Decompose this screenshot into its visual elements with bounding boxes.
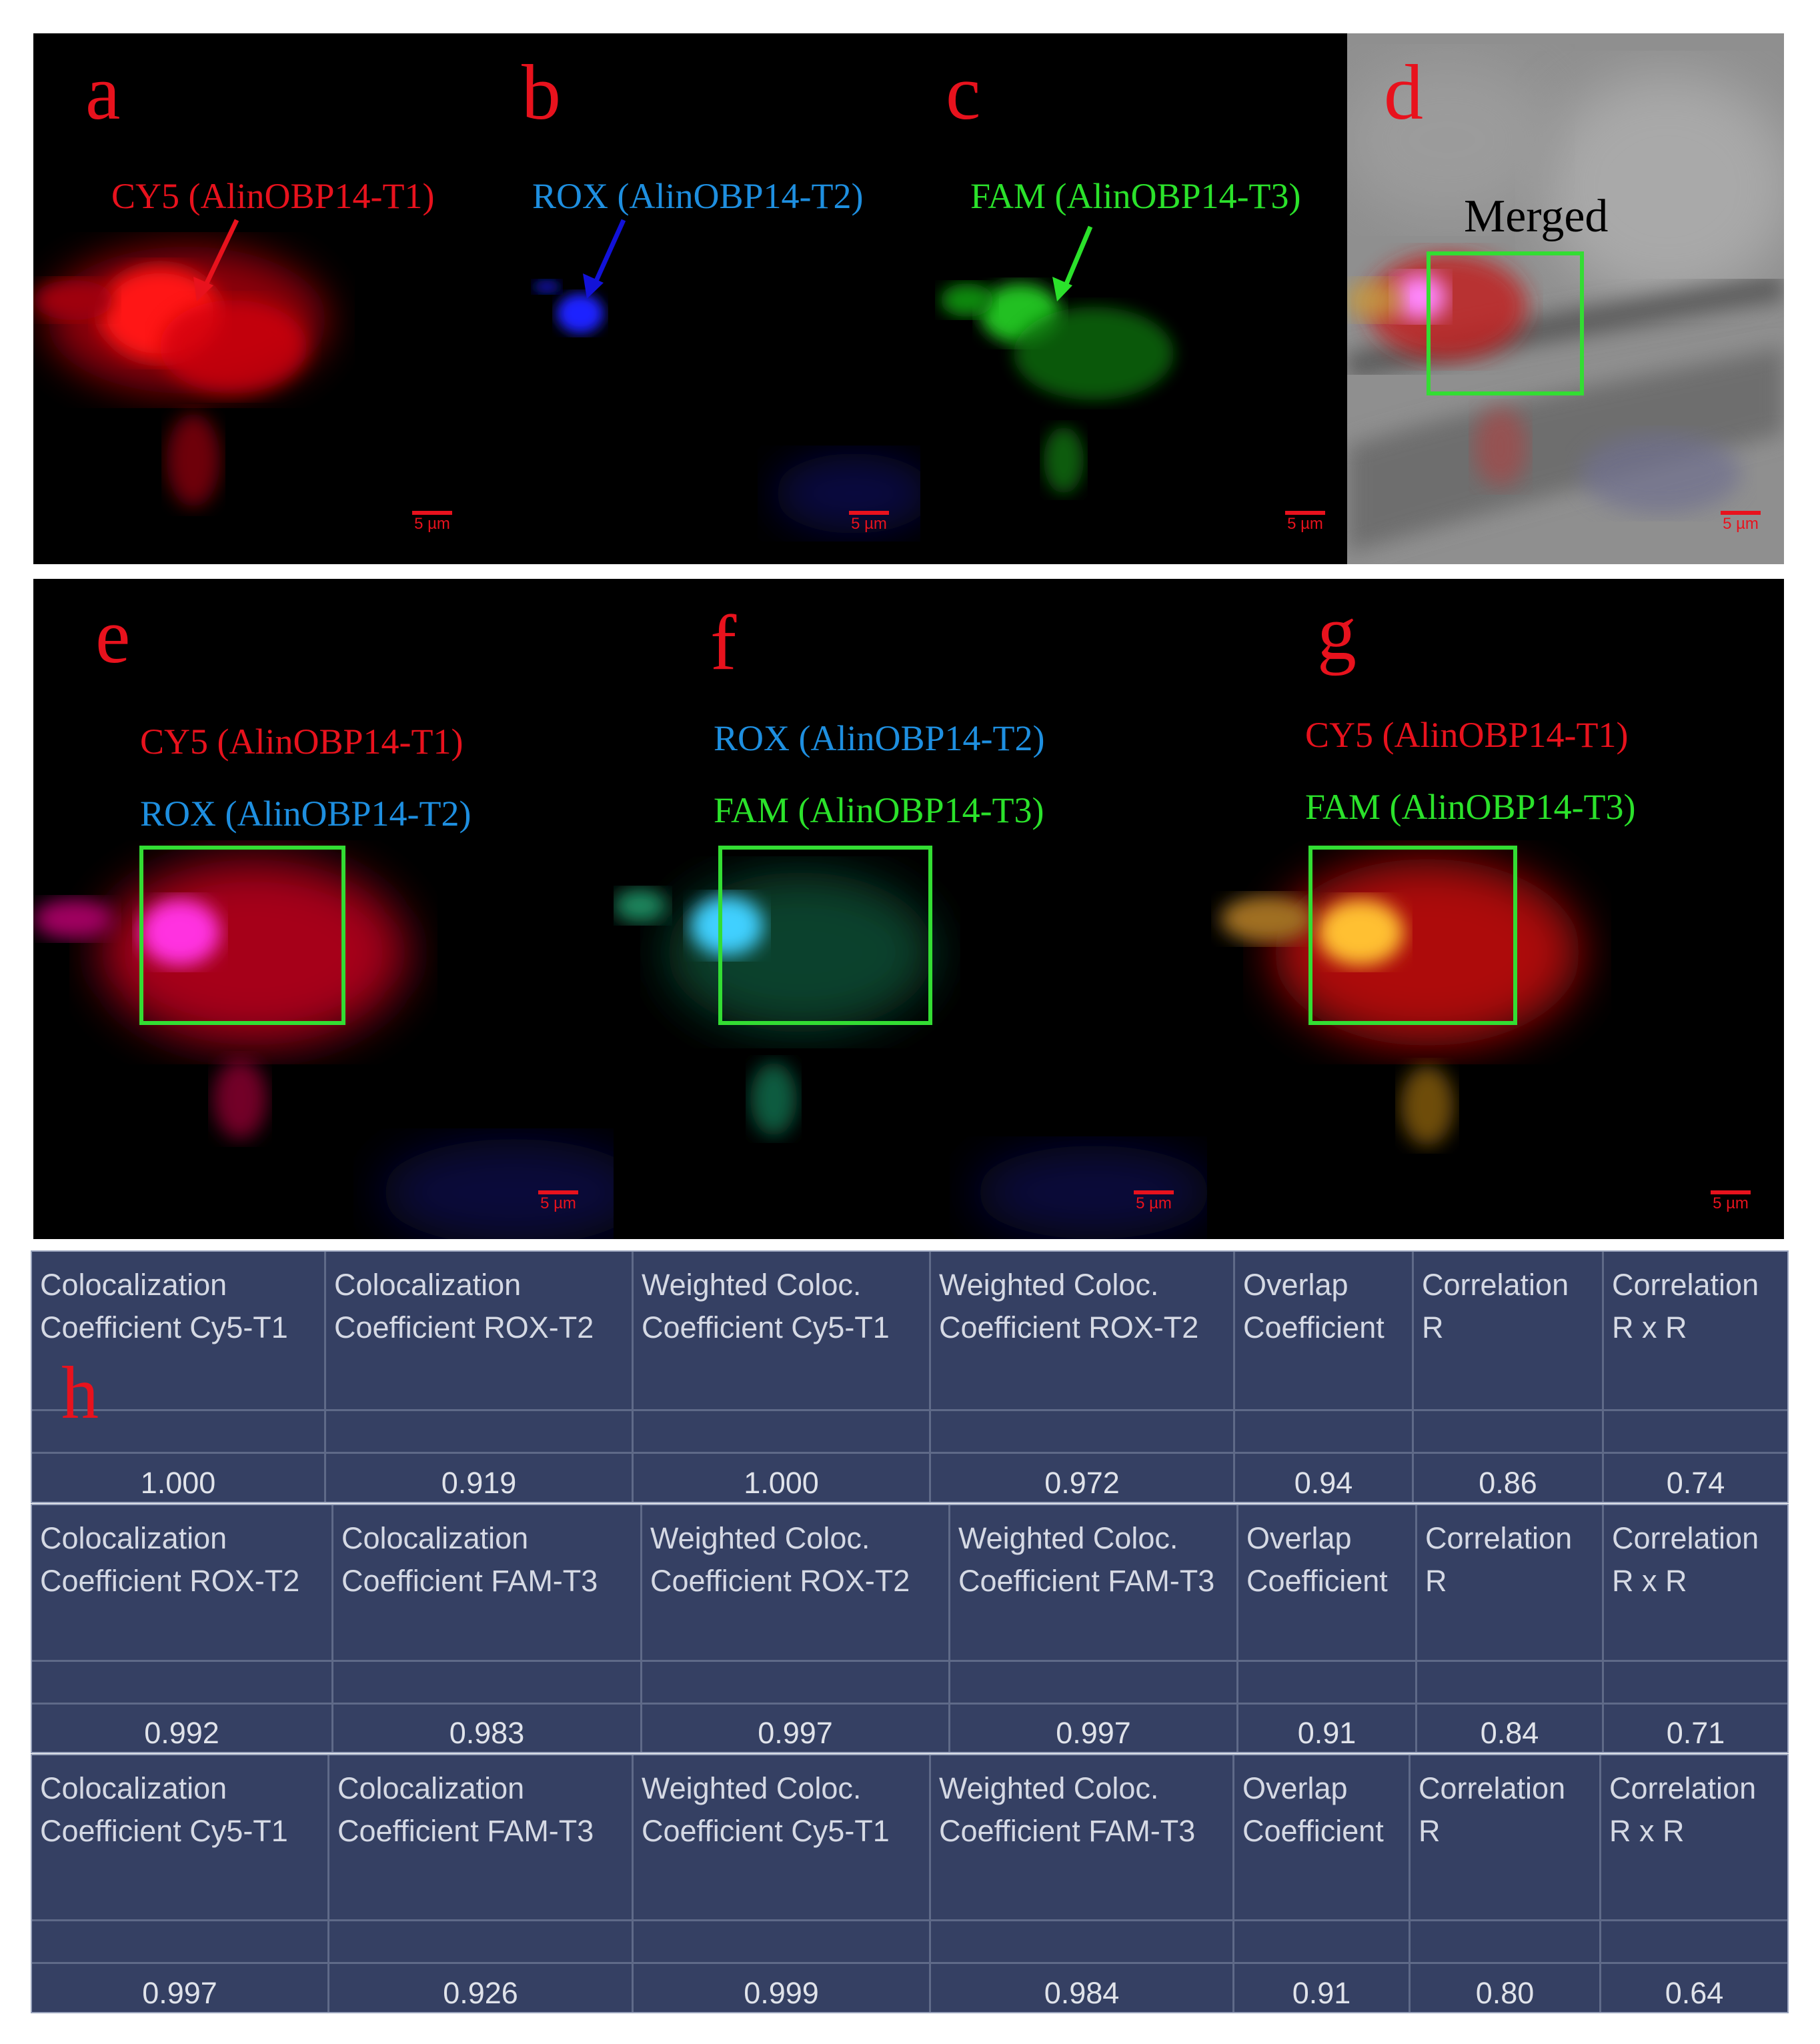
label-e-cy5: CY5 (AlinOBP14-T1) [140, 722, 464, 762]
panel-letter-f: f [710, 599, 737, 686]
scale-bar-f: 5 µm [1127, 1190, 1180, 1212]
value-cell: 0.997 [758, 1716, 833, 1750]
value-cell: 0.64 [1665, 1976, 1724, 2010]
scale-bar-c: 5 µm [1278, 511, 1332, 532]
panel-f-rox-fam [614, 579, 1207, 1239]
header-cell: Colocalization Coefficient FAM-T3 [337, 1771, 594, 1848]
merged-roi-box [1427, 251, 1584, 395]
coloc-table-rox-fam: Colocalization Coefficient ROX-T2 0.992 Co… [31, 1504, 1789, 1753]
header-cell: Overlap Coefficient [1246, 1521, 1388, 1598]
header-cell: Weighted Coloc. Coefficient Cy5-T1 [642, 1268, 890, 1344]
header-cell: Colocalization Coefficient ROX-T2 [40, 1521, 300, 1598]
value-cell: 0.999 [744, 1976, 819, 2010]
value-cell: 0.919 [441, 1466, 517, 1500]
label-e-rox: ROX (AlinOBP14-T2) [140, 794, 472, 834]
coloc-table-cy5-fam: Colocalization Coefficient Cy5-T1 0.997 Co… [31, 1754, 1789, 2013]
value-cell: 0.983 [449, 1716, 525, 1750]
value-cell: 0.94 [1294, 1466, 1353, 1500]
scale-bar-e: 5 µm [532, 1190, 585, 1212]
panel-letter-d: d [1384, 49, 1423, 136]
fam-signal-image [940, 225, 1174, 493]
label-g-fam: FAM (AlinOBP14-T3) [1305, 787, 1636, 827]
header-cell: Overlap Coefficient [1243, 1268, 1385, 1344]
header-cell: Correlation R [1419, 1771, 1566, 1848]
value-cell: 0.84 [1480, 1716, 1539, 1750]
label-g-cy5: CY5 (AlinOBP14-T1) [1305, 715, 1629, 755]
roi-box-g [1308, 846, 1517, 1025]
value-cell: 0.80 [1475, 1976, 1535, 2010]
value-cell: 1.000 [744, 1466, 819, 1500]
header-cell: Weighted Coloc. Coefficient Cy5-T1 [642, 1771, 890, 1848]
value-cell: 0.992 [144, 1716, 219, 1750]
panel-letter-b: b [522, 49, 561, 136]
header-cell: Correlation R x R [1612, 1521, 1759, 1598]
cy5-signal-image [33, 219, 327, 507]
cy5-rox-overlay-image [33, 846, 614, 1239]
header-cell: Weighted Coloc. Coefficient FAM-T3 [939, 1771, 1196, 1848]
header-cell: Colocalization Coefficient ROX-T2 [334, 1268, 594, 1344]
panel-d-merged [1347, 33, 1784, 564]
header-cell: Correlation R x R [1609, 1771, 1757, 1848]
panel-letter-c: c [946, 49, 981, 136]
value-cell: 0.972 [1044, 1466, 1120, 1500]
header-cell: Colocalization Coefficient FAM-T3 [341, 1521, 598, 1598]
value-cell: 0.997 [142, 1976, 217, 2010]
header-cell: Colocalization Coefficient Cy5-T1 [40, 1771, 288, 1848]
scale-bar-d: 5 µm [1714, 511, 1767, 532]
rox-fam-overlay-image [614, 846, 1207, 1239]
panel-a-cy5 [33, 33, 480, 564]
scale-bar-g: 5 µm [1704, 1190, 1757, 1212]
cy5-fam-overlay-image [1220, 846, 1581, 1146]
value-cell: 1.000 [140, 1466, 216, 1500]
header-cell: Correlation R [1422, 1268, 1569, 1344]
scale-bar-b: 5 µm [842, 511, 896, 532]
label-b-rox: ROX (AlinOBP14-T2) [532, 176, 864, 216]
merged-brightfield-image [1347, 33, 1784, 564]
panel-c-fam [920, 33, 1347, 564]
header-cell: Correlation R x R [1612, 1268, 1759, 1344]
header-cell: Weighted Coloc. Coefficient ROX-T2 [650, 1521, 910, 1598]
label-f-rox: ROX (AlinOBP14-T2) [714, 718, 1045, 758]
roi-box-f [718, 846, 932, 1025]
value-cell: 0.71 [1666, 1716, 1725, 1750]
value-cell: 0.91 [1297, 1716, 1356, 1750]
label-c-fam: FAM (AlinOBP14-T3) [970, 176, 1301, 216]
value-cell: 0.926 [443, 1976, 518, 2010]
label-d-merged: Merged [1464, 191, 1609, 242]
coloc-table-cy5-rox: Colocalization Coefficient Cy5-T1 1.000 Co… [31, 1250, 1789, 1503]
value-cell: 0.91 [1292, 1976, 1351, 2010]
panel-letter-g: g [1317, 589, 1356, 676]
header-cell: Overlap Coefficient [1242, 1771, 1384, 1848]
scale-bar-a: 5 µm [405, 511, 459, 532]
roi-box-e [139, 846, 345, 1025]
value-cell: 0.74 [1666, 1466, 1725, 1500]
header-cell: Correlation R [1425, 1521, 1573, 1598]
panel-letter-a: a [85, 49, 121, 136]
panel-letter-h: h [61, 1352, 99, 1434]
value-cell: 0.997 [1056, 1716, 1131, 1750]
label-a-cy5: CY5 (AlinOBP14-T1) [111, 176, 435, 216]
label-f-fam: FAM (AlinOBP14-T3) [714, 790, 1044, 830]
panel-letter-e: e [95, 592, 131, 680]
value-cell: 0.984 [1044, 1976, 1120, 2010]
value-cell: 0.86 [1479, 1466, 1537, 1500]
panel-e-cy5-rox [33, 579, 614, 1239]
header-cell: Colocalization Coefficient Cy5-T1 [40, 1268, 288, 1344]
header-cell: Weighted Coloc. Coefficient ROX-T2 [939, 1268, 1199, 1344]
panel-g-cy5-fam [1207, 579, 1784, 1239]
header-cell: Weighted Coloc. Coefficient FAM-T3 [958, 1521, 1215, 1598]
panel-b-rox [480, 33, 920, 564]
